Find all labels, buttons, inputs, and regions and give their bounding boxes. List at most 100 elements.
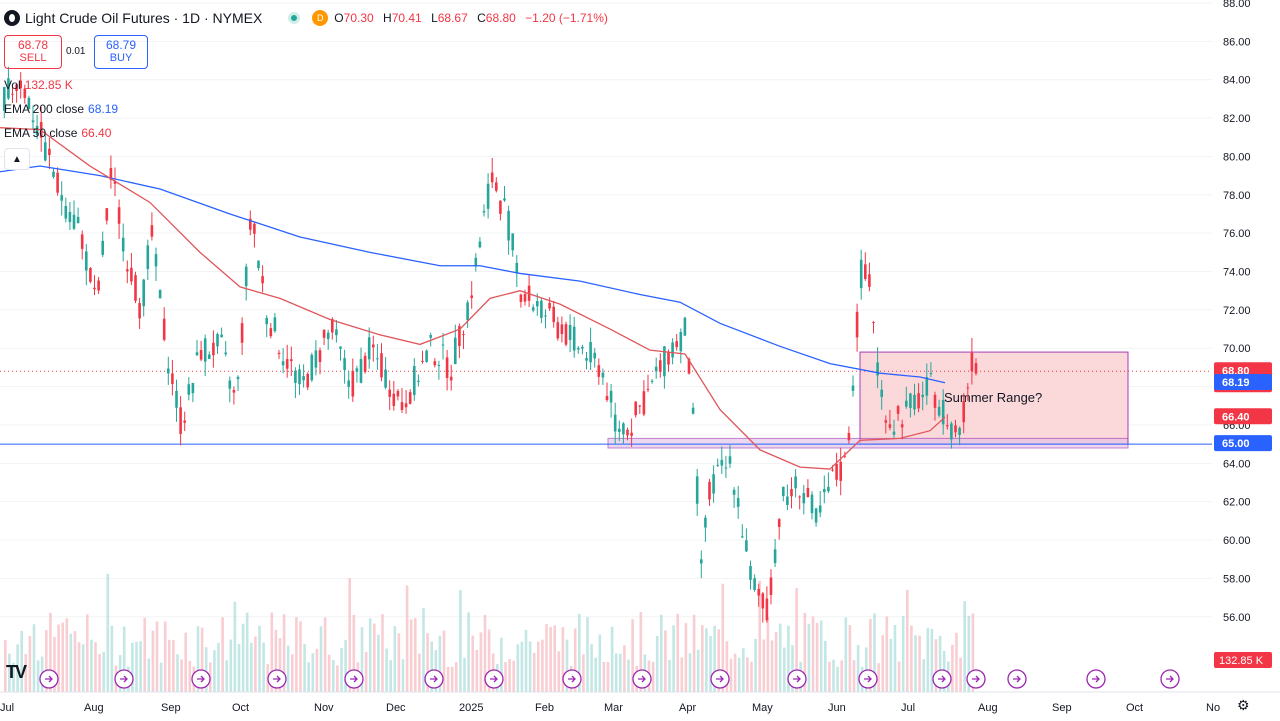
gear-icon[interactable]: ⚙ [1237, 697, 1250, 713]
arrow-glyph [1166, 675, 1174, 683]
volume-bar [180, 659, 183, 692]
candle-body [962, 401, 965, 423]
candle [720, 446, 724, 474]
volume-bar [344, 639, 347, 692]
sell-button[interactable]: 68.78 SELL [4, 35, 62, 69]
candle-body [511, 233, 514, 251]
candle [966, 382, 970, 401]
volume-bar [278, 637, 282, 692]
event-marker [1160, 669, 1180, 689]
candle-body [154, 254, 158, 267]
candle [695, 468, 699, 516]
candle-body [720, 459, 724, 466]
candle-body [921, 394, 924, 398]
candle [855, 303, 859, 352]
price-tick-label: 88.00 [1223, 0, 1251, 10]
candle-body [786, 496, 789, 505]
candle [724, 455, 728, 478]
candle [798, 495, 801, 510]
volume-bar [783, 647, 786, 692]
candle-body [695, 476, 699, 504]
candle-body [851, 385, 855, 391]
candle [121, 223, 125, 262]
volume-bar [668, 659, 671, 692]
arrow-glyph [1092, 675, 1100, 683]
buy-button[interactable]: 68.79 BUY [94, 35, 148, 69]
volume-bar [397, 633, 401, 692]
volume-bar [295, 617, 298, 692]
chevron-up-icon[interactable]: ▲ [4, 148, 30, 170]
candle [179, 395, 182, 446]
candle-body [314, 350, 318, 368]
volume-bar [229, 639, 233, 692]
candle-body [179, 407, 182, 434]
candle [89, 267, 92, 284]
candle [408, 389, 412, 405]
candle-body [773, 549, 777, 564]
candle-body [142, 279, 145, 307]
volume-bar [524, 630, 528, 692]
candle [806, 479, 810, 498]
volume-label-bg [1214, 652, 1272, 668]
volume-bar [49, 612, 52, 692]
volume-bar [385, 648, 388, 692]
candle [396, 388, 400, 401]
candle [490, 157, 494, 188]
candle [15, 83, 18, 103]
candle [654, 357, 658, 379]
volume-bar [815, 623, 819, 692]
candle [376, 343, 379, 370]
candle-body [162, 318, 166, 340]
candle [117, 199, 121, 239]
event-marker [39, 669, 59, 689]
volume-bar [463, 657, 466, 692]
candle-body [490, 172, 494, 183]
volume-bar [848, 625, 852, 692]
candle [48, 137, 51, 170]
volume-bar [557, 651, 561, 692]
candle [437, 360, 441, 380]
candle-body [880, 389, 883, 397]
volume-bar [639, 612, 643, 692]
candle [659, 353, 662, 378]
price-tick-label: 86.00 [1223, 36, 1251, 48]
candle [52, 168, 55, 179]
tradingview-logo[interactable]: TV [6, 662, 27, 682]
indicator-ema50[interactable]: EMA 50 close 66.40 [4, 126, 112, 140]
candle [909, 392, 912, 418]
candle [212, 330, 215, 368]
candle [35, 114, 39, 140]
candle [191, 382, 195, 403]
candle [158, 289, 162, 299]
candle [335, 319, 338, 343]
candle [552, 300, 555, 328]
volume-bar [803, 612, 807, 692]
candle-body [367, 337, 371, 360]
price-label: 66.40 [1222, 411, 1250, 423]
volume-bar [319, 626, 323, 692]
candle [597, 358, 601, 385]
candle-body [80, 234, 84, 249]
price-tick-label: 64.00 [1223, 458, 1251, 470]
candle [892, 419, 896, 439]
volume-bar [610, 626, 614, 692]
candle-body [351, 370, 355, 397]
candle [970, 337, 974, 385]
candle-body [396, 391, 400, 397]
volume-bar [914, 635, 917, 692]
volume-bar [873, 613, 876, 692]
candle [941, 389, 945, 435]
candle-body [302, 376, 305, 381]
indicator-ema200[interactable]: EMA 200 close 68.19 [4, 102, 119, 116]
candle [126, 260, 129, 284]
candle-body [572, 326, 576, 351]
indicator-volume[interactable]: Vol 132.85 K [4, 78, 73, 92]
data-delay-badge[interactable]: D [312, 10, 329, 26]
candle [265, 315, 268, 338]
candle [769, 569, 773, 605]
candle-body [253, 223, 256, 234]
symbol-title[interactable]: Light Crude Oil Futures · 1D · NYMEX [25, 10, 263, 26]
candle-body [458, 326, 461, 347]
candle [679, 328, 683, 364]
